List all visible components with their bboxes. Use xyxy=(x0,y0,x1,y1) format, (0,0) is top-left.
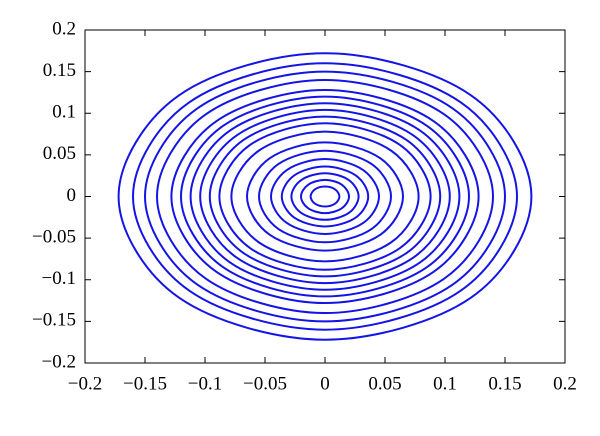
trajectory-line xyxy=(299,178,350,215)
y-tick-label: −0.05 xyxy=(32,226,76,247)
y-tick-label: −0.15 xyxy=(32,310,76,331)
y-tick-label: 0.1 xyxy=(52,102,76,123)
x-tick-label: −0.15 xyxy=(123,373,167,394)
y-tick-label: 0.2 xyxy=(52,18,76,39)
y-tick-label: −0.2 xyxy=(42,351,76,372)
x-tick-label: 0.05 xyxy=(368,373,401,394)
trajectory-line xyxy=(189,102,461,291)
trajectory-line xyxy=(155,78,494,315)
trajectory-line xyxy=(230,130,420,263)
x-tick-label: 0.15 xyxy=(488,373,521,394)
trajectory-line xyxy=(280,165,370,228)
y-tick-label: −0.1 xyxy=(42,268,76,289)
trajectory-line xyxy=(117,52,533,341)
y-tick-label: 0.15 xyxy=(43,60,76,81)
trajectory-line xyxy=(269,158,380,235)
x-tick-label: 0 xyxy=(320,373,330,394)
x-tick-label: 0.2 xyxy=(553,373,577,394)
y-tick-label: 0 xyxy=(67,185,77,206)
trajectory-line xyxy=(290,172,360,221)
x-tick-label: 0.1 xyxy=(433,373,457,394)
trajectory-line xyxy=(199,108,451,285)
trajectory-line xyxy=(218,122,432,271)
trajectory-line xyxy=(170,88,480,305)
x-tick-label: −0.1 xyxy=(188,373,222,394)
trajectory-line xyxy=(257,149,392,244)
y-tick-label: 0.05 xyxy=(43,143,76,164)
trajectory-line xyxy=(208,115,442,278)
trajectory-line xyxy=(143,70,506,323)
trajectory-line xyxy=(131,62,518,331)
trajectory-line xyxy=(245,141,404,252)
x-tick-label: −0.05 xyxy=(243,373,287,394)
x-tick-label: −0.2 xyxy=(68,373,102,394)
trajectory-line xyxy=(309,185,341,208)
trajectory-line xyxy=(179,95,470,298)
